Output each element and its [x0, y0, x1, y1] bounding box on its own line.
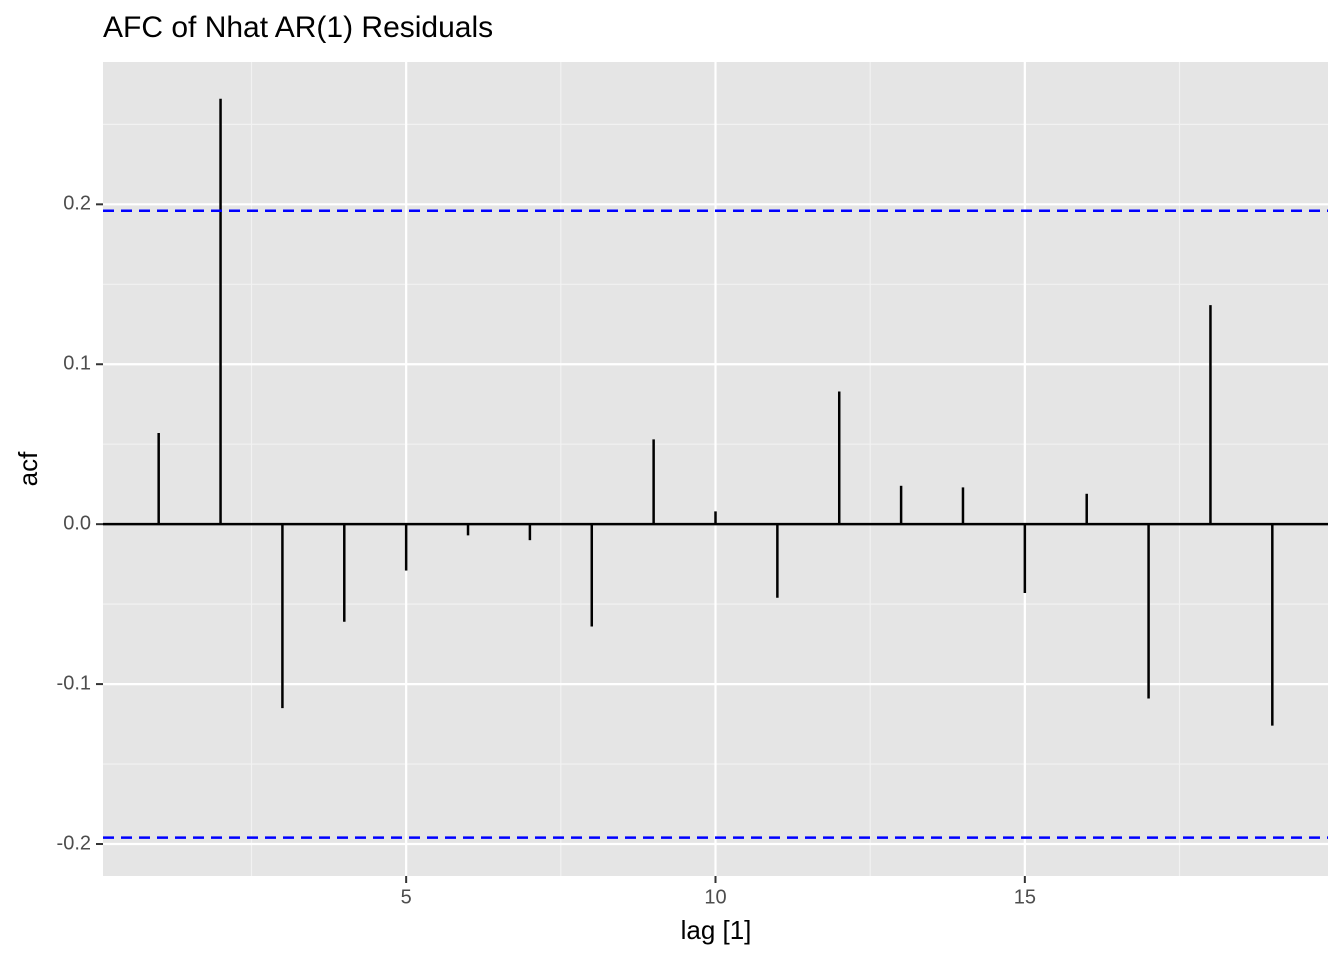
y-tick-label: -0.1: [57, 672, 91, 694]
chart-title: AFC of Nhat AR(1) Residuals: [103, 11, 493, 44]
x-tick-label: 15: [1014, 886, 1036, 908]
y-tick-label: -0.2: [57, 832, 91, 854]
x-tick-label: 5: [401, 886, 412, 908]
y-tick-label: 0.1: [63, 353, 91, 375]
y-tick-label: 0.2: [63, 193, 91, 215]
x-axis-label: lag [1]: [681, 915, 752, 945]
y-tick-label: 0.0: [63, 512, 91, 534]
x-tick-label: 10: [704, 886, 726, 908]
y-axis-label: acf: [13, 451, 43, 486]
